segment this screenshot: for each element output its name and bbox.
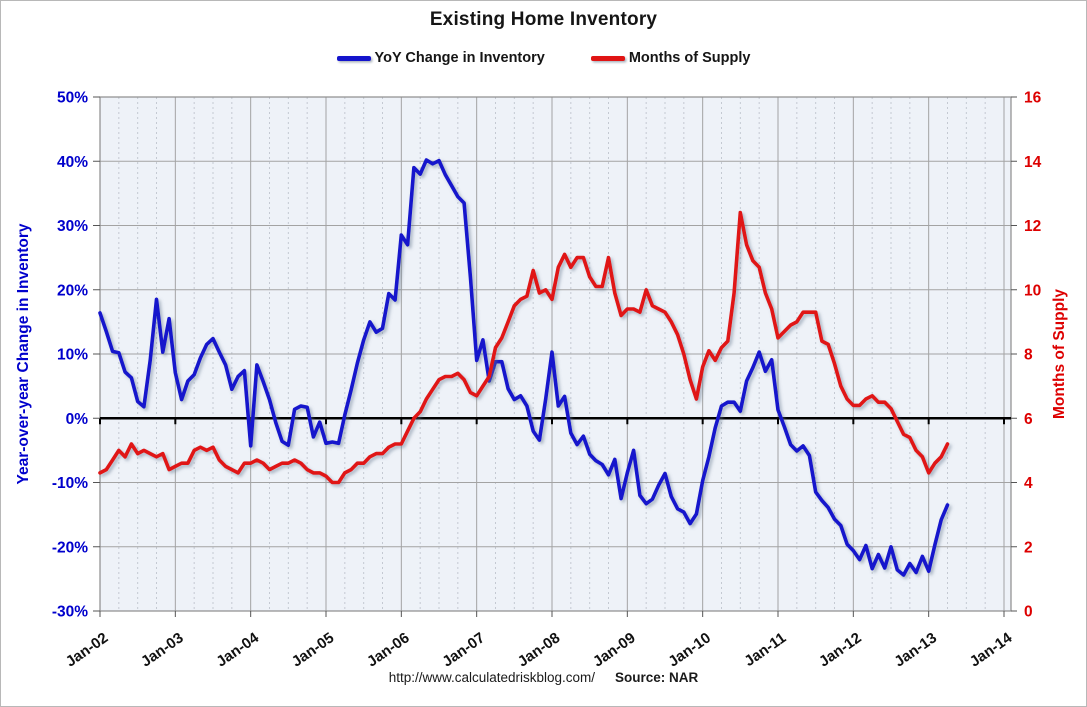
left-axis-tick-label: -20% <box>52 539 88 556</box>
right-axis-title: Months of Supply <box>1051 289 1068 419</box>
left-axis-tick-label: -10% <box>52 475 88 492</box>
legend-item-yoy: YoY Change in Inventory <box>336 50 545 66</box>
x-axis-tick-label: Jan-11 <box>741 629 789 670</box>
x-axis-tick-label: Jan-08 <box>515 629 564 670</box>
right-axis-tick-label: 16 <box>1024 90 1042 107</box>
right-axis-tick-label: 6 <box>1024 411 1033 428</box>
left-axis-tick-label: 50% <box>57 90 88 107</box>
right-axis-tick-label: 14 <box>1024 154 1042 171</box>
legend: YoY Change in Inventory Months of Supply <box>1 50 1086 66</box>
right-axis-tick-label: 4 <box>1024 475 1033 492</box>
series-yoy-inventory-line <box>98 158 950 577</box>
legend-swatch-0 <box>336 55 371 61</box>
x-axis-tick-label: Jan-07 <box>439 629 488 670</box>
chart-title: Existing Home Inventory <box>429 9 658 30</box>
x-axis-tick-label: Jan-14 <box>967 629 1016 671</box>
x-axis-tick-label: Jan-09 <box>590 629 639 670</box>
left-axis-tick-label: 40% <box>57 154 88 171</box>
right-axis-tick-label: 10 <box>1024 282 1041 299</box>
left-axis-tick-label: 10% <box>57 347 88 364</box>
legend-swatch-1 <box>590 55 625 61</box>
footer-url: http://www.calculatedriskblog.com/ <box>388 670 596 685</box>
legend-label-supply: Months of Supply <box>628 50 751 66</box>
x-axis-tick-label: Jan-06 <box>364 629 413 670</box>
x-axis-tick-label: Jan-04 <box>213 629 262 671</box>
left-axis-tick-label: 30% <box>57 218 88 235</box>
legend-label-yoy: YoY Change in Inventory <box>374 50 545 66</box>
left-axis-tick-label: 0% <box>66 411 89 428</box>
x-axis-tick-label: Jan-03 <box>138 629 187 670</box>
left-axis-tick-label: -30% <box>52 604 88 621</box>
right-axis-tick-label: 8 <box>1024 347 1033 364</box>
left-axis-title: Year-over-year Change in Inventory <box>15 223 32 484</box>
legend-item-supply: Months of Supply <box>590 50 751 66</box>
x-axis-tick-label: Jan-05 <box>289 629 338 670</box>
right-axis-tick-label: 2 <box>1024 539 1033 556</box>
footer: http://www.calculatedriskblog.com/ Sourc… <box>1 670 1086 685</box>
series-months-supply-line <box>98 210 950 485</box>
right-axis-tick-label: 12 <box>1024 218 1041 235</box>
x-axis-tick-label: Jan-13 <box>891 629 940 670</box>
footer-source: Source: NAR <box>615 670 699 685</box>
x-axis-tick-label: Jan-12 <box>816 629 865 670</box>
left-axis-tick-label: 20% <box>57 282 88 299</box>
x-axis-tick-label: Jan-02 <box>63 629 112 670</box>
right-axis-tick-label: 0 <box>1024 604 1033 621</box>
x-axis-tick-label: Jan-10 <box>665 629 714 670</box>
